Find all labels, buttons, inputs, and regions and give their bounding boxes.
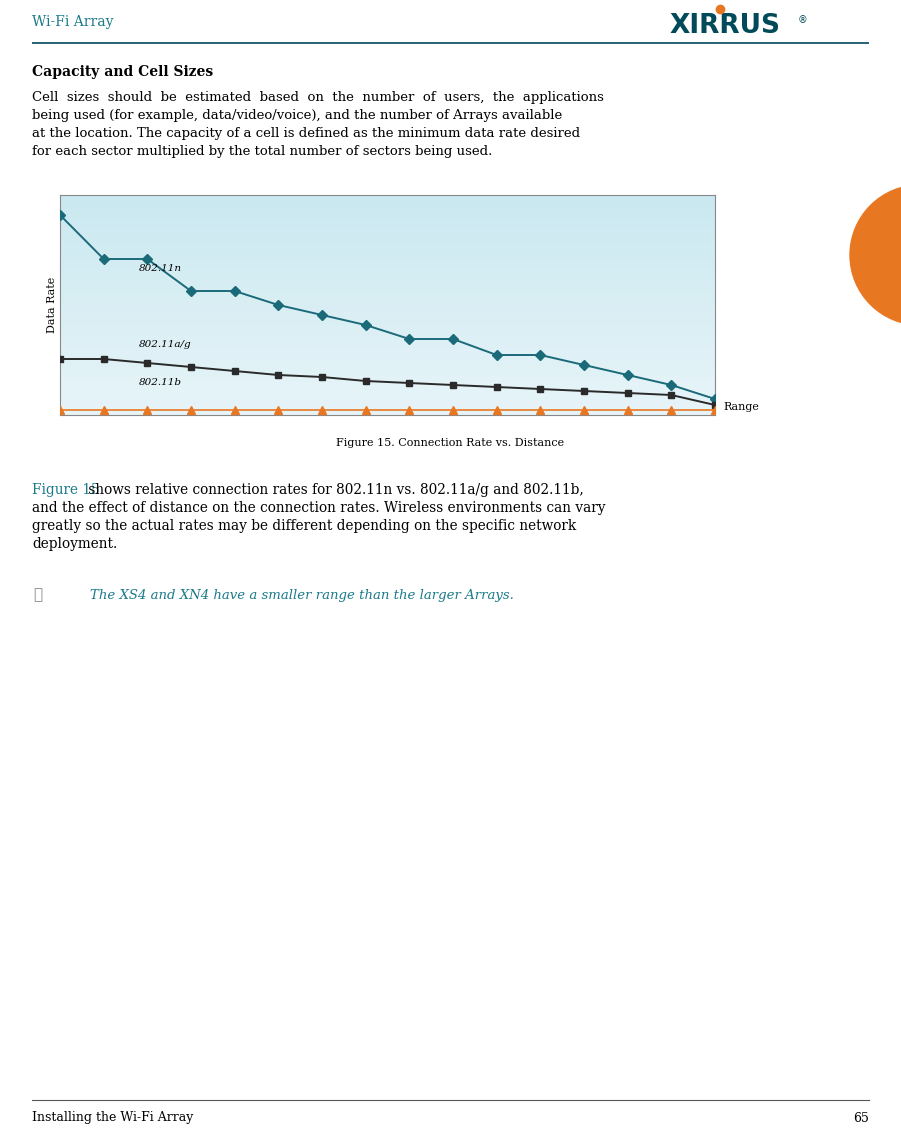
Text: Figure 15: Figure 15 (32, 483, 100, 497)
Text: for each sector multiplied by the total number of sectors being used.: for each sector multiplied by the total … (32, 146, 492, 158)
Text: 802.11b: 802.11b (139, 377, 182, 387)
Text: deployment.: deployment. (32, 537, 117, 551)
Text: at the location. The capacity of a cell is defined as the minimum data rate desi: at the location. The capacity of a cell … (32, 127, 580, 140)
Text: XIRRUS: XIRRUS (670, 13, 781, 39)
Text: and the effect of distance on the connection rates. Wireless environments can va: and the effect of distance on the connec… (32, 501, 605, 515)
Text: 📝: 📝 (33, 588, 42, 603)
Text: 802.11a/g: 802.11a/g (139, 340, 191, 349)
Text: Capacity and Cell Sizes: Capacity and Cell Sizes (32, 65, 214, 78)
Text: shows relative connection rates for 802.11n vs. 802.11a/g and 802.11b,: shows relative connection rates for 802.… (84, 483, 584, 497)
Text: Installing the Wi-Fi Array: Installing the Wi-Fi Array (32, 1112, 194, 1124)
Text: Range: Range (723, 402, 759, 412)
Text: 65: 65 (853, 1112, 869, 1124)
Text: being used (for example, data/video/voice), and the number of Arrays available: being used (for example, data/video/voic… (32, 109, 562, 122)
Text: greatly so the actual rates may be different depending on the specific network: greatly so the actual rates may be diffe… (32, 518, 577, 533)
Circle shape (850, 185, 901, 325)
Text: Wi-Fi Array: Wi-Fi Array (32, 15, 114, 30)
Text: 802.11n: 802.11n (139, 264, 182, 273)
Text: The XS4 and XN4 have a smaller range than the larger Arrays.: The XS4 and XN4 have a smaller range tha… (90, 589, 514, 601)
Text: Cell  sizes  should  be  estimated  based  on  the  number  of  users,  the  app: Cell sizes should be estimated based on … (32, 91, 604, 103)
Y-axis label: Data Rate: Data Rate (47, 277, 58, 333)
Text: ®: ® (798, 15, 808, 25)
Text: Figure 15. Connection Rate vs. Distance: Figure 15. Connection Rate vs. Distance (336, 438, 564, 448)
